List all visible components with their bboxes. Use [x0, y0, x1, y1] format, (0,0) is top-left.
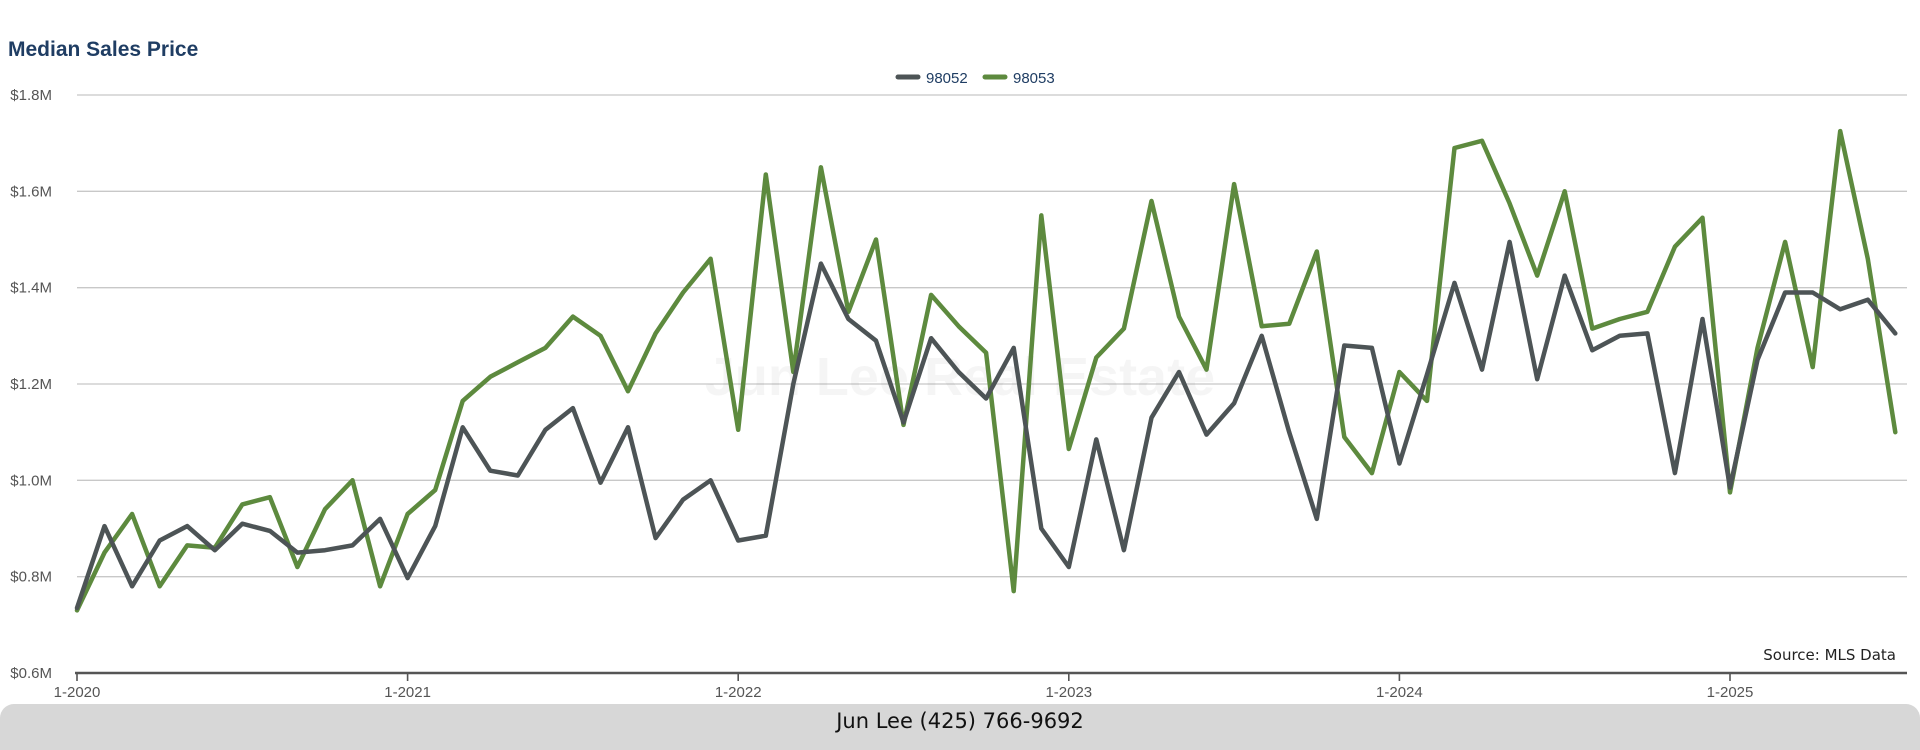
y-tick-label: $1.2M [10, 376, 52, 393]
y-tick-label: $1.8M [10, 87, 52, 104]
legend-item-98053[interactable]: 98053 [982, 70, 1055, 87]
y-tick-label: $0.8M [10, 569, 52, 586]
footer-contact: Jun Lee (425) 766-9692 [0, 704, 1920, 750]
y-tick-label: $1.0M [10, 472, 52, 489]
legend-item-98052[interactable]: 98052 [895, 70, 968, 87]
source-note: Source: MLS Data [1763, 646, 1896, 664]
x-tick-label: 1-2022 [715, 684, 762, 701]
x-tick-label: 1-2024 [1376, 684, 1423, 701]
legend[interactable]: 98052 98053 [895, 70, 1055, 87]
x-tick-label: 1-2023 [1045, 684, 1092, 701]
legend-label: 98053 [1013, 70, 1055, 87]
x-tick-label: 1-2025 [1707, 684, 1754, 701]
series-line-98053 [74, 128, 1898, 613]
x-tick-label: 1-2021 [384, 684, 431, 701]
y-axis-ticks: $0.6M $0.8M $1.0M $1.2M $1.4M $1.6M $1.8M [10, 87, 52, 682]
y-tick-label: $1.6M [10, 183, 52, 200]
watermark: Jun Lee Real Estate [705, 347, 1215, 407]
series-lines [74, 128, 1898, 613]
y-tick-label: $1.4M [10, 280, 52, 297]
median-sales-price-chart: Jun Lee Real Estate $0.6M $0.8M $1.0M $1.2M… [10, 70, 1907, 701]
series-line-98052 [74, 239, 1898, 611]
x-axis: 1-2020 1-2021 1-2022 1-2023 1-2024 1-2025 [54, 671, 1907, 701]
legend-label: 98052 [926, 70, 968, 87]
x-tick-label: 1-2020 [54, 684, 101, 701]
y-tick-label: $0.6M [10, 665, 52, 682]
chart-title: Median Sales Price [8, 38, 199, 61]
